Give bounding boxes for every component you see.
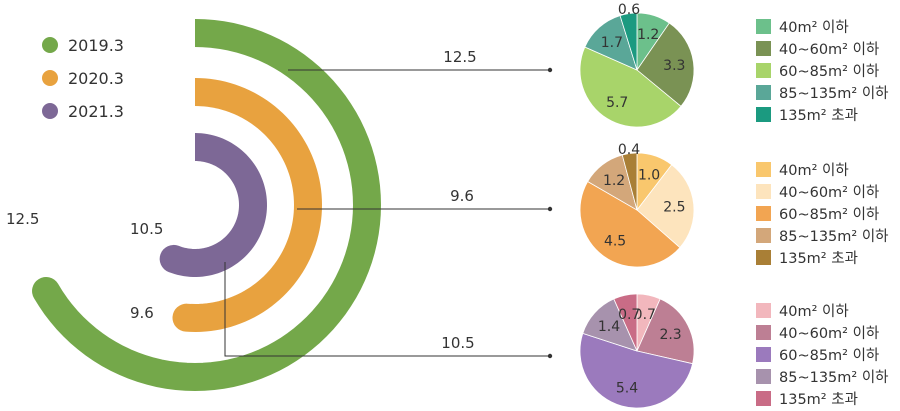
pie-legend-1-swatch-1 (756, 184, 771, 199)
pie-legend-0-swatch-4 (756, 107, 771, 122)
legend-label-1: 2020.3 (68, 69, 124, 88)
pie-1: 1.02.5 4.5 1.2 0.4 (579, 142, 695, 268)
pie-0-slice-2 (579, 46, 682, 128)
pie-legend-0-swatch-2 (756, 63, 771, 78)
pie-legend-2-label-0: 40m² 이하 (779, 303, 849, 320)
pie-2: 0.72.35.41.40.7 (579, 293, 695, 409)
pie-legend-2-swatch-2 (756, 347, 771, 362)
pie-0-value-1: 3.3 (663, 58, 685, 74)
pie-legends: 40m² 이하 40~60m² 이하 60~85m² 이하 85~135m² 이하 13… (756, 19, 889, 408)
legend-marker-0 (42, 37, 58, 53)
connector-label-1: 9.6 (450, 187, 474, 205)
pie-1-value-4: 0.4 (618, 142, 640, 158)
pie-2-slice-1 (636, 298, 695, 365)
pie-legend-2-label-2: 60~85m² 이하 (779, 347, 879, 364)
radial-bars: 12.5 9.6 10.5 (6, 18, 382, 392)
pie-1-value-1: 2.5 (663, 199, 685, 215)
pie-legend-1-label-2: 60~85m² 이하 (779, 206, 879, 223)
pie-legend-0: 40m² 이하 40~60m² 이하 60~85m² 이하 85~135m² 이하 13… (756, 19, 889, 124)
pie-2-value-0: 0.7 (634, 307, 656, 323)
pie-1-value-0: 1.0 (638, 167, 660, 183)
pie-legend-0-label-2: 60~85m² 이하 (779, 63, 879, 80)
pie-legend-2: 40m² 이하 40~60m² 이하 60~85m² 이하 85~135m² 이하 13… (756, 303, 889, 408)
connectors: 12.5 9.6 10.5 (224, 48, 553, 359)
pie-0: 1.23.3 5.7 1.7 0.6 (579, 2, 695, 128)
pie-legend-1-label-0: 40m² 이하 (779, 162, 849, 179)
pie-1-value-2: 4.5 (604, 234, 626, 250)
pie-legend-1-swatch-2 (756, 206, 771, 221)
connector-dot-2 (547, 353, 553, 359)
pie-legend-1-swatch-0 (756, 162, 771, 177)
radial-bar-label-0: 12.5 (6, 210, 39, 228)
connector-dot-1 (547, 206, 553, 212)
radial-bar-start-mask-0 (180, 18, 195, 48)
pie-legend-1-swatch-3 (756, 228, 771, 243)
radial-bar-start-mask-2 (180, 132, 195, 162)
radial-bar-label-2: 10.5 (130, 220, 163, 238)
year-legend: 2019.3 2020.3 2021.3 (42, 36, 124, 121)
pie-legend-2-label-4: 135m² 초과 (779, 391, 858, 408)
connector-line-2 (224, 262, 550, 357)
legend-marker-2 (42, 103, 58, 119)
pie-1-value-3: 1.2 (603, 173, 625, 189)
pie-legend-1-label-3: 85~135m² 이하 (779, 228, 889, 245)
legend-label-0: 2019.3 (68, 36, 124, 55)
connector-label-0: 12.5 (443, 48, 476, 66)
pie-legend-2-label-1: 40~60m² 이하 (779, 325, 879, 342)
pie-legend-2-swatch-0 (756, 303, 771, 318)
pie-legend-1-label-1: 40~60m² 이하 (779, 184, 879, 201)
radial-bar-0 (32, 19, 382, 392)
pie-legend-0-label-0: 40m² 이하 (779, 19, 849, 36)
pie-1-slice-1 (636, 164, 695, 249)
pie-legend-0-label-4: 135m² 초과 (779, 107, 858, 124)
pie-0-slice-4 (619, 12, 638, 71)
pie-2-value-2: 5.4 (616, 380, 638, 396)
pie-1-slice-2 (579, 180, 681, 268)
pie-legend-2-swatch-1 (756, 325, 771, 340)
pie-2-value-3: 1.4 (598, 319, 620, 335)
pie-legend-1-label-4: 135m² 초과 (779, 250, 858, 267)
pie-legend-0-swatch-1 (756, 41, 771, 56)
legend-label-2: 2021.3 (68, 102, 124, 121)
pie-0-value-0: 1.2 (637, 27, 659, 43)
pie-2-value-4: 0.7 (618, 307, 640, 323)
connector-dot-0 (547, 67, 553, 73)
pie-legend-1: 40m² 이하 40~60m² 이하 60~85m² 이하 85~135m² 이하 13… (756, 162, 889, 267)
pie-legend-2-label-3: 85~135m² 이하 (779, 369, 889, 386)
pie-legend-0-label-3: 85~135m² 이하 (779, 85, 889, 102)
pie-2-value-1: 2.3 (659, 327, 681, 343)
pie-0-value-2: 5.7 (606, 95, 628, 111)
radial-bar-label-1: 9.6 (130, 304, 154, 322)
legend-marker-1 (42, 70, 58, 86)
pie-legend-1-swatch-4 (756, 250, 771, 265)
pie-0-value-3: 1.7 (601, 35, 623, 51)
pie-0-value-4: 0.6 (618, 2, 640, 18)
pie-legend-2-swatch-4 (756, 391, 771, 406)
pie-legend-0-swatch-0 (756, 19, 771, 34)
connector-label-2: 10.5 (441, 334, 474, 352)
pie-legend-2-swatch-3 (756, 369, 771, 384)
pie-0-slice-1 (636, 22, 695, 107)
pie-legend-0-label-1: 40~60m² 이하 (779, 41, 879, 58)
radial-bar-start-mask-1 (180, 77, 195, 107)
pie-2-slice-2 (579, 332, 694, 409)
pie-legend-0-swatch-3 (756, 85, 771, 100)
radial-bar-2 (159, 133, 268, 277)
pie-2-slice-4 (613, 293, 638, 352)
pie-1-slice-4 (621, 152, 638, 211)
pies: 1.23.35.71.70.61.02.54.51.20.40.72.35.41… (579, 2, 695, 409)
